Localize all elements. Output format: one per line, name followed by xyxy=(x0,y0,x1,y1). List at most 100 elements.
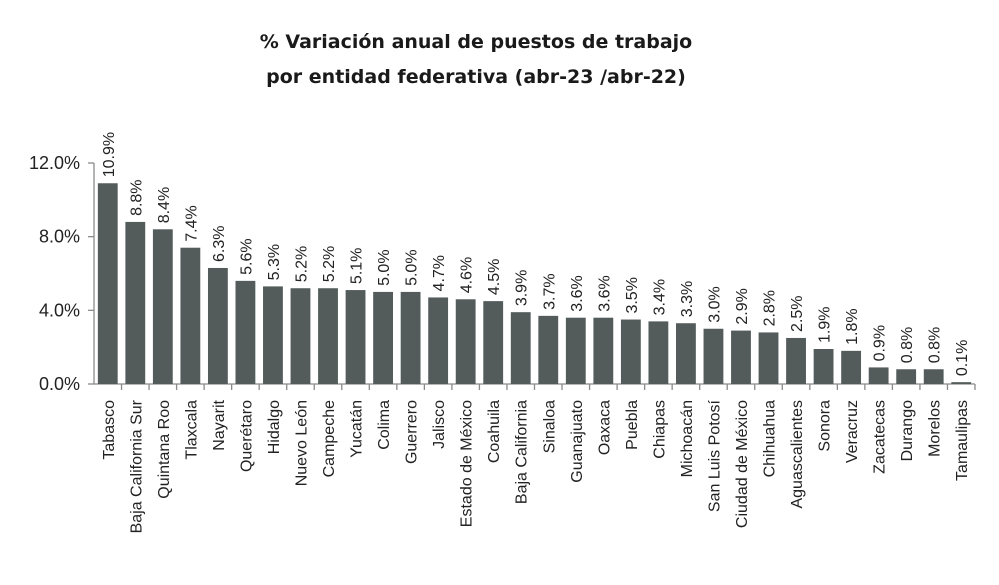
chart-title-line-2: por entidad federativa (abr-23 /abr-22) xyxy=(266,66,686,88)
data-label: 1.9% xyxy=(817,307,834,343)
data-label: 7.4% xyxy=(183,205,200,241)
category-label: Tabasco xyxy=(101,400,118,460)
category-label: Hidalgo xyxy=(266,400,283,454)
chart-title-line-1: % Variación anual de puestos de trabajo xyxy=(259,31,693,53)
bar xyxy=(152,229,173,384)
data-label: 8.4% xyxy=(156,187,173,223)
data-label: 2.8% xyxy=(762,290,779,326)
category-label: Baja California xyxy=(514,400,531,504)
category-label: Chihuahua xyxy=(762,400,779,478)
bar xyxy=(813,349,834,384)
bar xyxy=(207,267,228,384)
data-label: 3.4% xyxy=(651,279,668,315)
data-label: 3.7% xyxy=(541,273,558,309)
bar xyxy=(483,301,504,384)
category-label: Campeche xyxy=(321,400,338,477)
category-label: Guanajuato xyxy=(569,400,586,483)
bar xyxy=(538,315,559,384)
category-label: Durango xyxy=(899,400,916,461)
data-label: 5.0% xyxy=(404,249,421,285)
bar xyxy=(758,332,779,384)
bar xyxy=(318,288,338,384)
data-label: 5.1% xyxy=(349,248,366,284)
category-label: Sinaloa xyxy=(541,400,558,453)
category-label: Veracruz xyxy=(844,400,861,463)
category-label: Chiapas xyxy=(651,400,668,459)
data-label: 3.5% xyxy=(624,277,641,313)
data-label: 2.9% xyxy=(734,288,751,324)
category-label: Oaxaca xyxy=(596,400,613,455)
chart-title: % Variación anual de puestos de trabajo … xyxy=(0,25,952,95)
category-label: Nuevo León xyxy=(293,400,310,486)
data-label: 6.3% xyxy=(211,226,228,262)
data-label: 3.6% xyxy=(596,275,613,311)
category-label: San Luis Potosí xyxy=(706,399,723,512)
bar xyxy=(648,321,669,384)
bar xyxy=(620,319,641,384)
bar xyxy=(565,317,586,384)
category-label: Nayarit xyxy=(211,399,228,450)
bar xyxy=(923,369,944,384)
bar xyxy=(290,288,311,384)
data-label: 5.2% xyxy=(293,246,310,282)
data-label: 0.8% xyxy=(899,327,916,363)
category-label: Guerrero xyxy=(404,400,421,464)
y-tick-label: 0.0% xyxy=(39,374,80,394)
bar xyxy=(373,291,393,384)
category-label: Colima xyxy=(376,400,393,450)
category-label: Yucatán xyxy=(349,400,366,458)
bar xyxy=(125,221,146,384)
category-label: Puebla xyxy=(624,400,641,450)
data-label: 5.0% xyxy=(376,249,393,285)
bar xyxy=(400,291,421,384)
bar xyxy=(703,328,724,384)
category-label: Aguascalientes xyxy=(789,400,806,509)
category-label: Tamaulipas xyxy=(954,400,971,481)
bar xyxy=(97,183,118,384)
bar xyxy=(676,323,696,384)
category-label: Coahuila xyxy=(486,400,503,463)
data-label: 10.9% xyxy=(101,132,118,177)
category-label: Zacatecas xyxy=(872,400,889,474)
data-label: 5.6% xyxy=(238,238,255,274)
category-label: Morelos xyxy=(927,400,944,457)
bar xyxy=(896,369,917,384)
y-tick-label: 4.0% xyxy=(39,300,80,320)
category-label: Michoacán xyxy=(679,400,696,477)
data-label: 4.5% xyxy=(486,259,503,295)
bar xyxy=(731,330,751,384)
category-label: Jalisco xyxy=(431,400,448,449)
data-label: 0.8% xyxy=(927,327,944,363)
bar xyxy=(455,299,476,384)
category-label: Baja California Sur xyxy=(128,399,145,533)
bar xyxy=(235,280,256,384)
data-label: 8.8% xyxy=(128,179,145,215)
category-label: Ciudad de México xyxy=(734,400,751,528)
bar xyxy=(263,286,283,384)
category-label: Estado de México xyxy=(459,400,476,527)
data-label: 3.6% xyxy=(569,275,586,311)
data-label: 4.6% xyxy=(459,257,476,293)
category-label: Quintana Roo xyxy=(156,400,173,499)
bar xyxy=(786,337,806,384)
bar xyxy=(510,312,531,384)
bar xyxy=(951,382,972,384)
bar xyxy=(593,317,614,384)
data-label: 5.2% xyxy=(321,246,338,282)
data-label: 2.5% xyxy=(789,295,806,331)
y-tick-label: 8.0% xyxy=(39,227,80,247)
data-label: 3.3% xyxy=(679,281,696,317)
data-label: 0.9% xyxy=(872,325,889,361)
data-label: 1.8% xyxy=(844,308,861,344)
category-label: Sonora xyxy=(817,400,834,452)
category-label: Querétaro xyxy=(238,400,255,472)
bar xyxy=(180,247,201,384)
data-label: 3.9% xyxy=(514,270,531,306)
data-label: 3.0% xyxy=(706,286,723,322)
y-tick-label: 12.0% xyxy=(29,153,80,173)
bar xyxy=(841,350,862,384)
data-label: 4.7% xyxy=(431,255,448,291)
bar xyxy=(345,290,366,384)
bar xyxy=(868,367,889,384)
